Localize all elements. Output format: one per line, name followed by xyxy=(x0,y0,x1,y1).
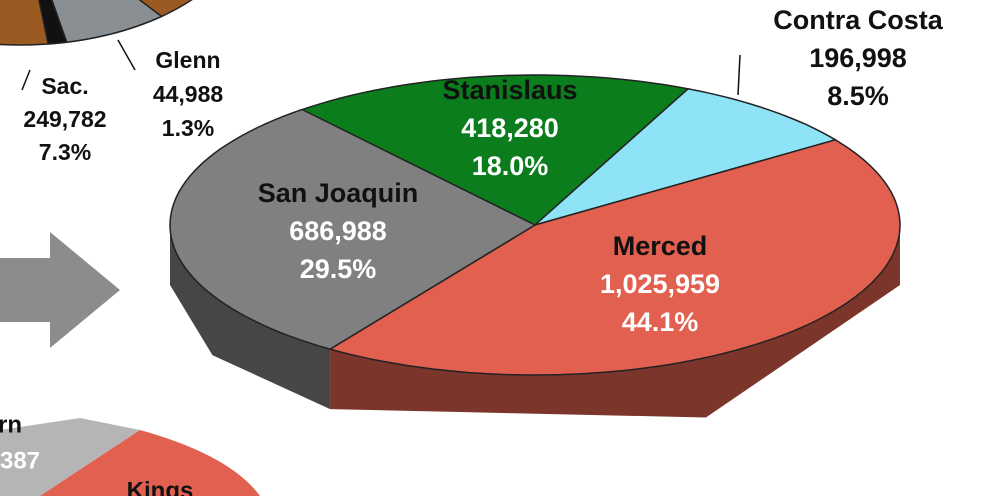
slice-label: Sac. xyxy=(41,73,88,99)
percent-label: 8.5% xyxy=(827,81,889,111)
leader-line xyxy=(117,39,136,71)
slice-label: Contra Costa xyxy=(773,5,943,35)
annotation: 387 xyxy=(0,447,40,474)
pie-slice xyxy=(169,108,537,350)
percent-label: 44.1% xyxy=(622,307,699,337)
percent-label: 18.0% xyxy=(472,151,549,181)
pie-slice xyxy=(298,74,690,226)
bottom-pie-slice xyxy=(0,418,140,496)
slice-label: Merced xyxy=(613,231,708,261)
annotation: rn xyxy=(0,411,22,438)
leader-line xyxy=(737,54,741,96)
leader-line xyxy=(21,69,31,91)
pie-slice xyxy=(328,138,901,376)
count-label: 196,998 xyxy=(809,43,907,73)
arrow xyxy=(0,232,120,348)
pie-slice xyxy=(50,0,164,44)
slice-label: Stanislaus xyxy=(442,75,577,105)
pie-side xyxy=(330,225,901,418)
percent-label: 29.5% xyxy=(300,254,377,284)
count-label: 686,988 xyxy=(289,216,387,246)
pie-slice xyxy=(534,87,838,226)
annotation: Kings xyxy=(127,477,194,496)
count-label: 1,025,959 xyxy=(600,269,720,299)
count-label: 44,988 xyxy=(153,81,224,107)
slice-label: San Joaquin xyxy=(258,178,419,208)
count-label: 418,280 xyxy=(461,113,559,143)
slice-label: Glenn xyxy=(155,47,220,73)
percent-label: 1.3% xyxy=(162,115,214,141)
percent-label: 7.3% xyxy=(39,139,91,165)
count-label: 249,782 xyxy=(23,106,106,132)
bottom-pie-slice xyxy=(40,430,260,496)
pie-side xyxy=(170,225,331,410)
pie-slice xyxy=(38,0,68,45)
